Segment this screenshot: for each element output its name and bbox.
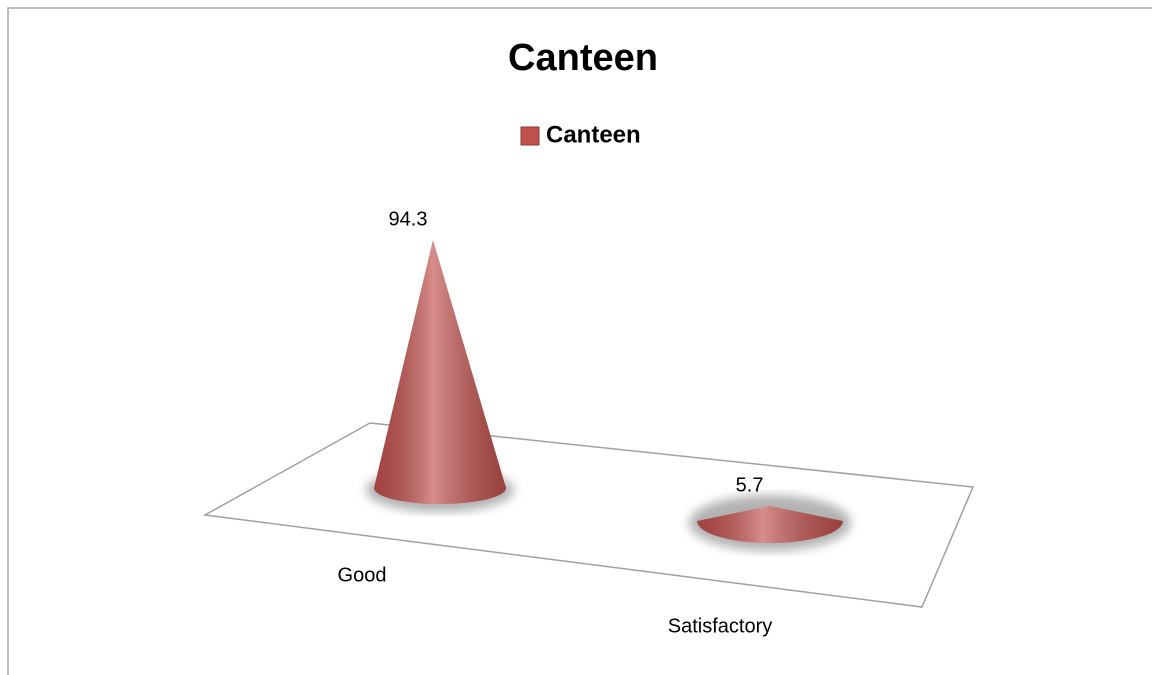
legend-swatch	[520, 126, 540, 146]
x-tick-label: Satisfactory	[668, 615, 772, 637]
floor	[202, 422, 975, 608]
data-label: 5.7	[736, 474, 764, 496]
x-tick-label: Good	[338, 564, 387, 586]
legend-label: Canteen	[546, 121, 641, 148]
chart-border	[7, 7, 1152, 675]
chart-title: Canteen	[508, 37, 658, 79]
cone-shading	[697, 506, 843, 543]
data-label: 94.3	[389, 208, 428, 230]
legend: Canteen	[520, 121, 641, 148]
cone-shading	[374, 240, 506, 504]
